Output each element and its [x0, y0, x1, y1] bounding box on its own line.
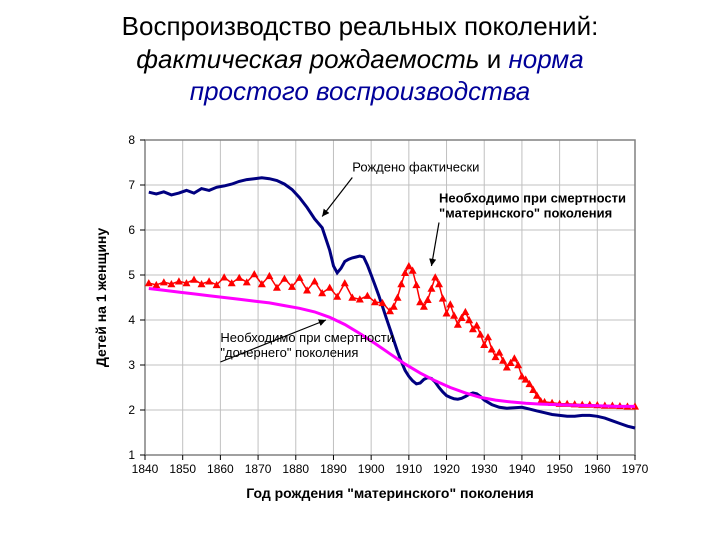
x-tick-label: 1880 [282, 462, 309, 476]
title-line2c: норма [508, 44, 583, 74]
x-tick-label: 1890 [320, 462, 347, 476]
title-line2a: фактическая рождаемость [136, 44, 479, 74]
x-tick-label: 1840 [132, 462, 159, 476]
y-tick-label: 2 [128, 403, 135, 417]
x-axis-label: Год рождения "материнского" поколения [246, 485, 534, 501]
annotation-text-1: Необходимо при смертности"материнского" … [439, 191, 626, 221]
y-tick-label: 6 [128, 223, 135, 237]
title-line2b: и [479, 44, 508, 74]
chart-svg: 1840 1850 1860 1870 1880 1890 1900 1910 1920 1930… [90, 130, 650, 510]
annotation-text-0: Рождено фактически [352, 160, 479, 175]
x-tick-label: 1920 [433, 462, 460, 476]
y-tick-label: 1 [128, 448, 135, 462]
x-tick-label: 1940 [509, 462, 536, 476]
x-tick-label: 1970 [622, 462, 649, 476]
x-tick-label: 1850 [169, 462, 196, 476]
x-tick-label: 1870 [245, 462, 272, 476]
title-line3: простого воспроизводства [190, 76, 530, 106]
x-tick-label: 1950 [546, 462, 573, 476]
x-tick-label: 1900 [358, 462, 385, 476]
y-tick-label: 3 [128, 358, 135, 372]
y-tick-label: 4 [128, 313, 135, 327]
y-axis-label: Детей на 1 женщину [93, 228, 109, 368]
title-line1: Воспроизводство реальных поколений: [122, 11, 599, 41]
y-tick-label: 8 [128, 133, 135, 147]
x-tick-label: 1860 [207, 462, 234, 476]
chart-container: 1840 1850 1860 1870 1880 1890 1900 1910 1920 1930… [90, 130, 650, 510]
x-tick-label: 1960 [584, 462, 611, 476]
y-tick-label: 7 [128, 178, 135, 192]
x-tick-label: 1910 [395, 462, 422, 476]
y-tick-label: 5 [128, 268, 135, 282]
slide-title: Воспроизводство реальных поколений: факт… [0, 0, 720, 108]
x-tick-label: 1930 [471, 462, 498, 476]
